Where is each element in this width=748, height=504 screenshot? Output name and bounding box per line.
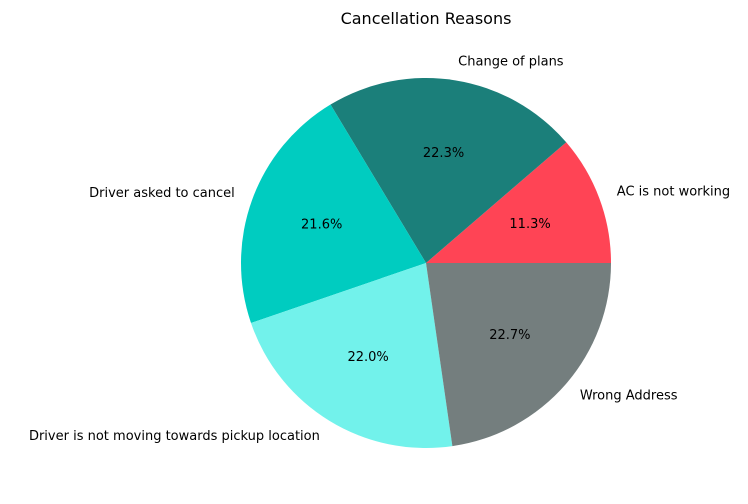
slice-label-4: Wrong Address <box>580 389 678 404</box>
slice-label-0: AC is not working <box>617 185 730 200</box>
pie-slice-0 <box>426 142 611 263</box>
slice-label-2: Driver asked to cancel <box>89 186 235 201</box>
slice-label-3: Driver is not moving towards pickup loca… <box>29 429 320 444</box>
slice-percent-3: 22.0% <box>347 350 388 365</box>
pie-slice-4 <box>426 263 611 447</box>
pie-labels: AC is not working 11.3% Change of plans 22.… <box>29 55 730 445</box>
pie-slice-1 <box>330 77 567 263</box>
pie-slices <box>241 77 611 449</box>
slice-percent-1: 22.3% <box>423 146 464 161</box>
slice-percent-4: 22.7% <box>489 328 530 343</box>
slice-label-1: Change of plans <box>458 55 564 70</box>
slice-percent-0: 11.3% <box>509 217 550 232</box>
pie-slice-2 <box>241 104 426 323</box>
pie-slice-3 <box>250 263 453 449</box>
chart-title: Cancellation Reasons <box>341 9 512 28</box>
slice-percent-2: 21.6% <box>301 218 342 233</box>
